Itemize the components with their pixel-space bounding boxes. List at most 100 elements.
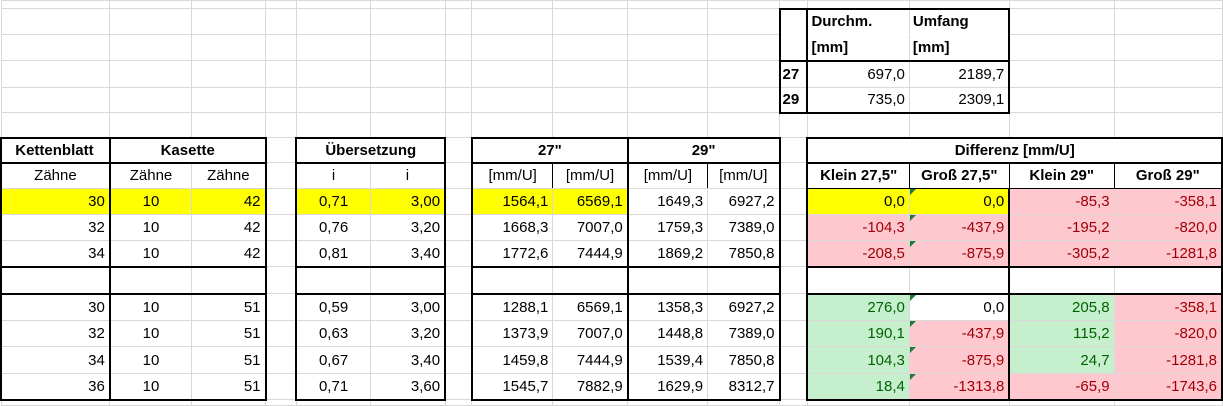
- kasette-large-teeth[interactable]: 42: [191, 240, 267, 268]
- ratio-small[interactable]: 0,63: [295, 320, 371, 347]
- dist-29-small[interactable]: 1448,8: [627, 320, 709, 347]
- cell[interactable]: [806, 0, 910, 9]
- dist-29-large[interactable]: 7389,0: [707, 320, 781, 347]
- kasette-large-teeth[interactable]: 51: [191, 373, 267, 401]
- kettenblatt-teeth[interactable]: 30: [0, 293, 111, 321]
- cell[interactable]: [109, 112, 193, 138]
- cell[interactable]: [444, 214, 473, 241]
- cell[interactable]: [778, 34, 809, 62]
- dist-29-small[interactable]: 1759,3: [627, 214, 709, 241]
- header-29[interactable]: 29": [627, 136, 781, 164]
- cell[interactable]: [908, 0, 1010, 9]
- dist-27-small[interactable]: 1545,7: [470, 373, 554, 401]
- cell[interactable]: [627, 112, 709, 138]
- diff-gross-29[interactable]: -1281,8: [1113, 346, 1223, 374]
- cell[interactable]: [552, 8, 629, 35]
- cell[interactable]: [552, 60, 629, 88]
- ratio-large[interactable]: 3,40: [369, 346, 447, 374]
- cell[interactable]: [779, 214, 808, 241]
- cell[interactable]: [471, 60, 554, 88]
- cell[interactable]: [471, 0, 554, 9]
- subheader[interactable]: Groß 27,5": [908, 162, 1010, 189]
- header-diameter-unit[interactable]: [mm]: [806, 34, 910, 62]
- cell[interactable]: [295, 87, 371, 113]
- cell[interactable]: [778, 7, 809, 35]
- cell[interactable]: [1008, 266, 1115, 295]
- ratio-large[interactable]: 3,40: [369, 240, 447, 268]
- cell[interactable]: [552, 112, 629, 138]
- wheel-size-label[interactable]: 29: [778, 87, 809, 114]
- diff-gross-29[interactable]: -1281,8: [1113, 240, 1223, 268]
- wheel-circumference[interactable]: 2189,7: [908, 60, 1011, 88]
- diff-klein-27[interactable]: -104,3: [806, 214, 910, 241]
- header-kasette[interactable]: Kasette: [109, 136, 267, 164]
- dist-27-large[interactable]: 7882,9: [552, 373, 629, 401]
- subheader[interactable]: [mm/U]: [707, 162, 781, 189]
- cell[interactable]: [369, 34, 446, 61]
- cell[interactable]: [0, 0, 111, 9]
- cell[interactable]: [109, 0, 193, 9]
- header-circumference[interactable]: Umfang: [908, 7, 1011, 35]
- dist-29-large[interactable]: 7850,8: [707, 240, 781, 268]
- subheader[interactable]: Groß 29": [1113, 162, 1223, 189]
- cell[interactable]: [1008, 60, 1115, 88]
- cell[interactable]: [779, 162, 808, 189]
- ratio-small[interactable]: 0,76: [295, 214, 371, 241]
- cell[interactable]: [707, 112, 780, 138]
- cell[interactable]: [552, 266, 629, 295]
- cell[interactable]: [1113, 34, 1223, 61]
- cell[interactable]: [552, 0, 629, 9]
- diff-klein-29[interactable]: -85,3: [1008, 188, 1115, 215]
- cell[interactable]: [109, 87, 193, 113]
- dist-27-small[interactable]: 1772,6: [470, 240, 554, 268]
- dist-27-large[interactable]: 7444,9: [552, 240, 629, 268]
- cell[interactable]: [444, 266, 473, 294]
- cell[interactable]: [265, 0, 297, 9]
- kasette-small-teeth[interactable]: 10: [109, 320, 193, 347]
- dist-27-small[interactable]: 1668,3: [470, 214, 554, 241]
- kettenblatt-teeth[interactable]: 36: [0, 373, 111, 401]
- cell[interactable]: [908, 266, 1011, 295]
- cell[interactable]: [369, 60, 446, 88]
- cell[interactable]: [779, 373, 808, 400]
- subheader[interactable]: Klein 29": [1008, 162, 1115, 189]
- diff-gross-27[interactable]: -1313,8: [908, 373, 1011, 401]
- kettenblatt-teeth[interactable]: 32: [0, 320, 111, 347]
- cell[interactable]: [627, 34, 709, 61]
- header-differenz[interactable]: Differenz [mm/U]: [806, 136, 1223, 164]
- cell[interactable]: [1008, 8, 1115, 35]
- cell[interactable]: [471, 8, 554, 35]
- subheader[interactable]: Zähne: [0, 162, 111, 189]
- cell[interactable]: [265, 293, 297, 321]
- cell[interactable]: [265, 8, 297, 35]
- header-kettenblatt[interactable]: Kettenblatt: [0, 136, 111, 164]
- cell[interactable]: [444, 240, 473, 267]
- dist-27-small[interactable]: 1459,8: [470, 346, 554, 374]
- cell[interactable]: [627, 0, 709, 9]
- ratio-small[interactable]: 0,71: [295, 188, 371, 215]
- cell[interactable]: [109, 8, 193, 35]
- cell[interactable]: [779, 188, 808, 215]
- dist-27-small[interactable]: 1288,1: [470, 293, 554, 321]
- kasette-large-teeth[interactable]: 42: [191, 214, 267, 241]
- cell[interactable]: [779, 112, 808, 138]
- kettenblatt-teeth[interactable]: 34: [0, 240, 111, 268]
- ratio-small[interactable]: 0,81: [295, 240, 371, 268]
- cell[interactable]: [265, 112, 297, 138]
- subheader[interactable]: i: [295, 162, 371, 189]
- cell[interactable]: [779, 320, 808, 347]
- diff-gross-29[interactable]: -820,0: [1113, 214, 1223, 241]
- dist-29-small[interactable]: 1358,3: [627, 293, 709, 321]
- header-27[interactable]: 27": [470, 136, 629, 164]
- ratio-small[interactable]: 0,59: [295, 293, 371, 321]
- kasette-small-teeth[interactable]: 10: [109, 214, 193, 241]
- cell[interactable]: [444, 162, 473, 189]
- header-diameter[interactable]: Durchm.: [806, 7, 910, 35]
- wheel-diameter[interactable]: 697,0: [806, 60, 910, 88]
- cell[interactable]: [470, 266, 554, 295]
- cell[interactable]: [707, 8, 780, 35]
- cell[interactable]: [444, 137, 473, 163]
- cell[interactable]: [191, 0, 267, 9]
- subheader[interactable]: Zähne: [109, 162, 193, 189]
- kasette-small-teeth[interactable]: 10: [109, 240, 193, 268]
